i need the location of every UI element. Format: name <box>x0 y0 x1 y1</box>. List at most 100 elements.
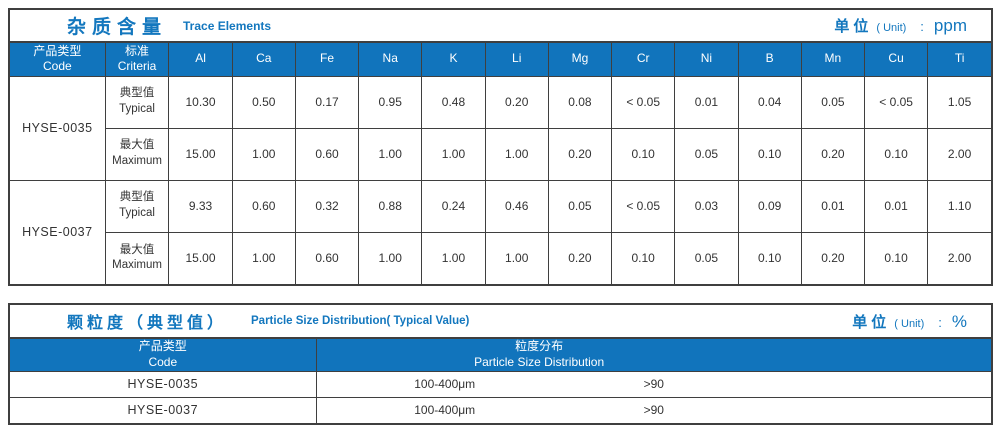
value-cell: 0.50 <box>231 75 296 129</box>
value-cell: 0.20 <box>800 127 865 181</box>
particle-title-bar: 颗粒度（典型值） Particle Size Distribution( Typ… <box>10 305 991 337</box>
value-cell: 0.08 <box>547 75 613 129</box>
trace-unit-value: ppm <box>933 16 967 35</box>
trace-col-element: Na <box>358 42 423 77</box>
value-cell: 0.88 <box>358 179 423 233</box>
trace-unit-label-zh: 单位 <box>834 18 873 35</box>
value-cell: 0.05 <box>674 127 739 181</box>
value-cell: 0.60 <box>231 179 296 233</box>
percentage-value: >90 <box>643 377 664 391</box>
value-cell: 0.10 <box>863 231 929 285</box>
trace-table: 产品类型 Code 标准 Criteria Al Ca Fe Na K Li M… <box>9 42 992 285</box>
value-cell: 1.00 <box>358 231 423 285</box>
trace-col-element: Li <box>484 42 549 77</box>
trace-unit-colon: : <box>920 19 924 34</box>
value-cell: 1.00 <box>421 231 486 285</box>
value-cell: 0.60 <box>294 231 360 285</box>
criteria-en: Typical <box>119 103 155 115</box>
particle-col-distribution: 粒度分布 Particle Size Distribution <box>315 338 992 372</box>
trace-col-element: Mn <box>800 42 865 77</box>
trace-col-criteria: 标准 Criteria <box>104 42 170 77</box>
trace-col-code-zh: 产品类型 <box>33 43 82 58</box>
value-cell: 0.10 <box>611 127 676 181</box>
particle-title-zh: 颗粒度（典型值） <box>67 315 228 332</box>
particle-col-distribution-en: Particle Size Distribution <box>474 354 605 369</box>
size-range: 100-400μm <box>414 403 476 418</box>
value-cell: 0.20 <box>547 231 613 285</box>
table-row: HYSE-0035 典型值 Typical 10.30 0.50 0.17 0.… <box>9 75 992 181</box>
particle-col-code-en: Code <box>148 354 178 369</box>
particle-title-en: Particle Size Distribution( Typical Valu… <box>251 315 470 327</box>
product-code: HYSE-0037 <box>9 396 317 424</box>
value-cell: 0.60 <box>294 127 360 181</box>
product-code: HYSE-0035 <box>9 370 317 398</box>
value-cell: 0.05 <box>547 179 613 233</box>
value-cell: 0.05 <box>800 75 865 129</box>
criteria-en: Maximum <box>112 259 162 272</box>
value-cell: 0.10 <box>863 127 929 181</box>
particle-unit-label-zh: 单位 <box>852 313 891 331</box>
particle-unit-label-en: ( Unit) <box>894 317 925 330</box>
particle-size-section: 颗粒度（典型值） Particle Size Distribution( Typ… <box>8 303 993 425</box>
table-row: HYSE-0035 100-400μm >90 <box>9 370 992 398</box>
product-code: HYSE-0037 <box>9 179 106 285</box>
value-cell: 0.20 <box>484 75 549 129</box>
spacer <box>735 403 991 417</box>
value-cell: 0.20 <box>547 127 613 181</box>
trace-unit-label-en: ( Unit) <box>876 22 907 34</box>
value-cell: 0.05 <box>674 231 739 285</box>
table-row: 最大值 Maximum 15.00 1.00 0.60 1.00 1.00 1.… <box>10 231 992 285</box>
value-cell: 2.00 <box>927 231 992 285</box>
criteria-zh: 典型值 <box>119 191 155 204</box>
trace-col-criteria-zh: 标准 <box>125 43 150 58</box>
value-cell: 1.00 <box>231 231 296 285</box>
criteria-en: Typical <box>119 207 155 219</box>
criteria-cell: 典型值 Typical <box>104 75 170 129</box>
particle-col-distribution-zh: 粒度分布 <box>515 339 564 354</box>
value-cell: 1.00 <box>484 231 549 285</box>
spacer <box>735 377 991 391</box>
criteria-zh: 最大值 <box>119 139 155 152</box>
value-cell: 0.95 <box>358 75 423 129</box>
value-cell: 0.24 <box>421 179 486 233</box>
percentage-value: >90 <box>643 403 664 418</box>
distribution-cell: 100-400μm >90 <box>315 396 992 424</box>
particle-unit-colon: : <box>938 314 942 330</box>
criteria-zh: 典型值 <box>119 87 155 100</box>
size-range: 100-400μm <box>414 377 476 391</box>
trace-col-element: Fe <box>294 42 360 77</box>
value-cell: 1.00 <box>231 127 296 181</box>
trace-title-en: Trace Elements <box>183 18 272 33</box>
value-cell: 9.33 <box>168 179 233 233</box>
trace-col-element: K <box>421 42 486 77</box>
trace-title-bar: 杂质含量 Trace Elements 单位 ( Unit) : ppm <box>10 10 991 41</box>
trace-col-element: Ni <box>674 42 739 77</box>
value-cell: 1.00 <box>358 127 423 181</box>
value-cell: 0.46 <box>484 179 549 233</box>
table-row: 最大值 Maximum 15.00 1.00 0.60 1.00 1.00 1.… <box>10 127 992 181</box>
value-cell: 0.10 <box>737 231 802 285</box>
value-cell: 0.09 <box>737 179 802 233</box>
particle-header-row: 产品类型 Code 粒度分布 Particle Size Distributio… <box>9 338 992 372</box>
value-cell: 0.01 <box>674 75 739 129</box>
criteria-en: Maximum <box>112 155 162 167</box>
value-cell: 0.03 <box>674 179 739 233</box>
particle-col-code: 产品类型 Code <box>9 338 317 372</box>
trace-header-row: 产品类型 Code 标准 Criteria Al Ca Fe Na K Li M… <box>9 42 992 77</box>
trace-title-zh: 杂质含量 <box>67 17 168 38</box>
particle-table-wrap: 产品类型 Code 粒度分布 Particle Size Distributio… <box>9 337 992 424</box>
value-cell: 1.10 <box>927 179 992 233</box>
trace-col-element: Al <box>168 42 233 77</box>
value-cell: 0.32 <box>294 179 360 233</box>
distribution-cell: 100-400μm >90 <box>315 370 992 398</box>
trace-unit: 单位 ( Unit) : ppm <box>834 15 967 36</box>
value-cell: 0.10 <box>611 231 676 285</box>
value-cell: 15.00 <box>168 231 233 285</box>
particle-table: 产品类型 Code 粒度分布 Particle Size Distributio… <box>9 338 992 424</box>
product-code: HYSE-0035 <box>9 75 106 181</box>
trace-col-element: Ti <box>927 42 992 77</box>
value-cell: < 0.05 <box>863 75 929 129</box>
trace-col-criteria-en: Criteria <box>117 59 157 74</box>
value-cell: 10.30 <box>168 75 233 129</box>
value-cell: 0.17 <box>294 75 360 129</box>
